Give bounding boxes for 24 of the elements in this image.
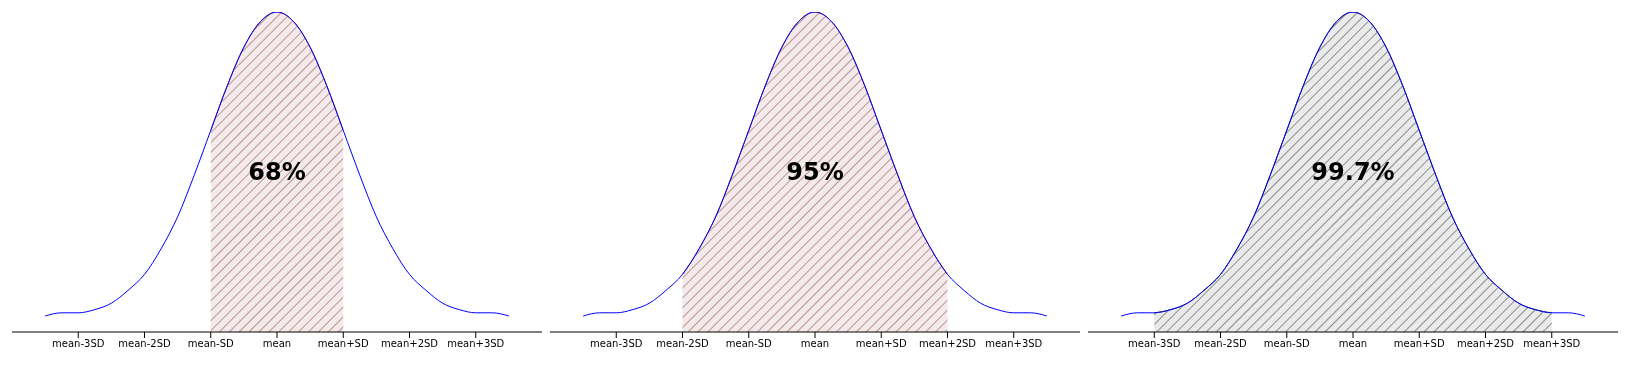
x-tick-label: mean+2SD (1456, 338, 1515, 350)
x-tick-label: mean-SD (1263, 338, 1311, 350)
x-tick-label: mean-SD (187, 338, 235, 350)
annotation: 68% (248, 158, 306, 186)
x-tick-label: mean+3SD (447, 338, 505, 350)
x-tick-label: mean+SD (317, 338, 369, 350)
x-tick-label: mean-SD (725, 338, 773, 350)
x-tick-label: mean+2SD (380, 338, 439, 350)
x-tick-label: mean+3SD (1523, 338, 1581, 350)
x-tick-label: mean+SD (855, 338, 907, 350)
x-tick-label: mean+2SD (918, 338, 977, 350)
x-tick-label: mean+SD (1393, 338, 1445, 350)
x-tick-label: mean-2SD (1194, 338, 1247, 350)
x-tick-label: mean (800, 338, 830, 350)
x-tick-label: mean-2SD (118, 338, 171, 350)
x-tick-label: mean-3SD (1128, 338, 1181, 350)
x-tick-label: mean-3SD (590, 338, 643, 350)
x-tick-label: mean (1338, 338, 1368, 350)
x-tick-label: mean-2SD (656, 338, 709, 350)
x-tick-label: mean-3SD (52, 338, 105, 350)
x-tick-label: mean+3SD (985, 338, 1043, 350)
annotation: 95% (786, 158, 844, 186)
x-tick-label: mean (262, 338, 292, 350)
annotation: 99.7% (1311, 158, 1395, 186)
